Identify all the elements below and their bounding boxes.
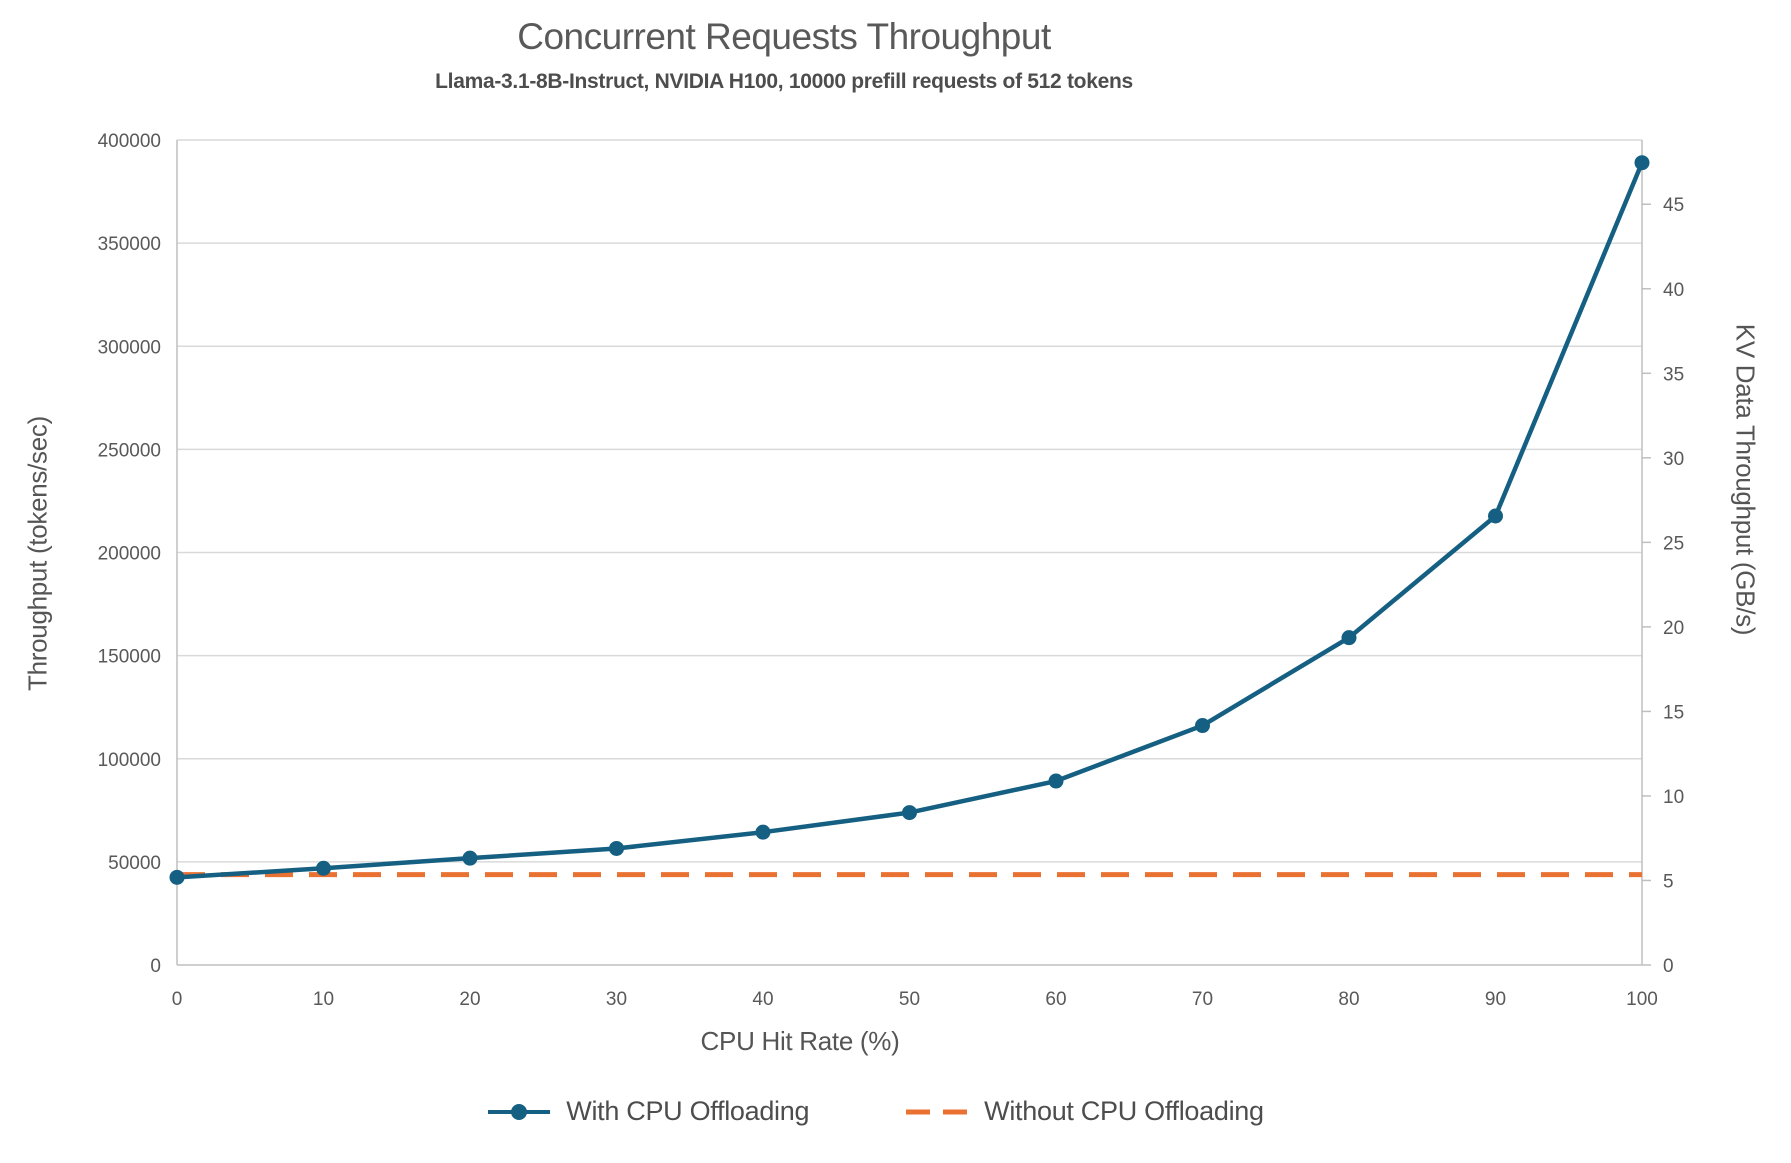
legend-item-without-cpu-offloading: Without CPU Offloading [904,1096,1264,1127]
right-axis-tick-label: 0 [1663,956,1674,977]
left-axis-tick-label: 100000 [98,750,161,771]
line-with-marker-icon [488,1103,551,1120]
left-axis-tick-label: 300000 [98,337,161,358]
right-axis-tick-label: 45 [1663,195,1684,216]
x-axis-tick-label: 100 [1626,989,1658,1010]
x-axis-tick-label: 90 [1485,989,1506,1010]
x-axis-title: CPU Hit Rate (%) [700,1026,900,1056]
x-axis-tick-label: 50 [899,989,920,1010]
left-axis-tick-label: 50000 [108,853,161,874]
data-point-marker [169,869,185,885]
legend-label: Without CPU Offloading [984,1096,1264,1126]
data-point-marker [1488,508,1503,524]
x-axis-tick-label: 60 [1045,989,1066,1010]
left-axis-tick-label: 250000 [98,440,161,461]
right-axis-tick-label: 20 [1663,618,1684,639]
x-axis-tick-label: 10 [313,989,334,1010]
data-point-marker [1341,630,1357,646]
chart-subtitle: Llama-3.1-8B-Instruct, NVIDIA H100, 1000… [435,70,1133,93]
x-axis-tick-label: 40 [752,989,773,1010]
x-axis-tick-label: 20 [459,989,480,1010]
legend-item-with-cpu-offloading: With CPU Offloading [486,1096,809,1127]
right-axis-tick-label: 30 [1663,449,1684,470]
right-axis-tick-label: 40 [1663,280,1684,301]
data-point-marker [1048,773,1064,789]
x-axis-tick-label: 0 [172,989,183,1010]
data-point-marker [755,824,771,840]
right-axis-tick-label: 5 [1663,871,1674,892]
legend: With CPU Offloading Without CPU Offloadi… [0,1096,1750,1127]
data-point-marker [462,850,478,866]
right-axis-tick-label: 10 [1663,787,1684,808]
dashed-line-icon [906,1109,969,1114]
chart-title: Concurrent Requests Throughput [517,16,1051,57]
x-axis-tick-label: 70 [1192,989,1213,1010]
data-point-marker [902,805,917,821]
left-axis-tick-label: 200000 [98,544,161,565]
x-axis-tick-label: 80 [1338,989,1359,1010]
left-axis-tick-label: 400000 [98,131,161,152]
data-point-marker [1634,155,1650,171]
legend-label: With CPU Offloading [566,1096,810,1126]
right-axis-tick-label: 25 [1663,533,1684,554]
left-axis-tick-label: 150000 [98,647,161,668]
left-axis-tick-label: 0 [150,956,161,977]
data-point-marker [1195,718,1210,734]
left-axis-tick-label: 350000 [98,234,161,255]
right-axis-tick-label: 15 [1663,702,1684,723]
right-axis-tick-label: 35 [1663,364,1684,385]
chart-header: Concurrent Requests Throughput Llama-3.1… [0,16,1568,94]
x-axis-tick-label: 30 [606,989,627,1010]
series-with-cpu-offloading-line [176,161,1645,880]
data-point-marker [609,840,624,856]
data-point-marker [316,860,331,876]
